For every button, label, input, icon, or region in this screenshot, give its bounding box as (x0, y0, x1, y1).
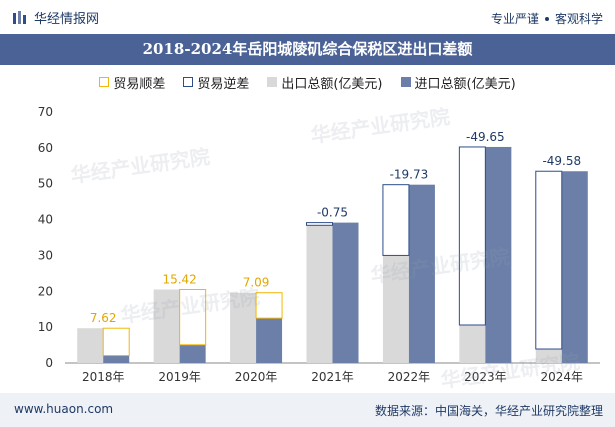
y-tick-label: 10 (38, 320, 53, 334)
bar-import (485, 146, 512, 363)
bar-balance-surplus (255, 292, 283, 319)
x-tick-label: 2018年 (82, 370, 125, 384)
legend-swatch-deficit (183, 77, 194, 87)
bar-balance-deficit (382, 184, 410, 256)
legend-label-import: 进口总额(亿美元) (414, 76, 516, 92)
top-bar: 华经情报网 专业严谨 客观科学 (0, 0, 615, 34)
bar-chart: 0 10 20 30 40 50 60 70 7.62 2018年 15.42 2019年 7.09 20… (38, 105, 600, 384)
legend-swatch-export (267, 77, 278, 87)
balance-label: -49.58 (542, 154, 581, 168)
slogan-left: 专业严谨 (490, 12, 539, 26)
legend-item-surplus: 贸易顺差 (99, 72, 165, 92)
brand-name: 华经情报网 (34, 12, 100, 27)
legend-label-surplus: 贸易顺差 (113, 76, 166, 92)
balance-label: -49.65 (466, 130, 505, 144)
bar-import (408, 184, 435, 363)
x-tick-label: 2024年 (541, 370, 584, 384)
balance-label: 7.09 (243, 276, 270, 290)
y-tick-label: 30 (38, 248, 53, 262)
balance-label: -19.73 (390, 168, 429, 182)
y-tick-label: 0 (45, 356, 53, 370)
slogan: 专业严谨 客观科学 (491, 10, 603, 27)
x-tick-label: 2023年 (464, 370, 507, 384)
balance-label: -0.75 (317, 206, 348, 220)
y-tick-label: 40 (38, 213, 53, 227)
bar-export (77, 328, 104, 363)
footer-source: 数据来源：中国海关，华经产业研究院整理 (374, 404, 603, 418)
brand: 华经情报网 (12, 8, 99, 27)
chart-legend: 贸易顺差 贸易逆差 出口总额(亿美元) 进口总额(亿美元) (0, 72, 615, 92)
slogan-right: 客观科学 (554, 12, 603, 26)
chart-title: 2018-2024年岳阳城陵矶综合保税区进出口差额 (0, 34, 615, 65)
legend-swatch-surplus (99, 77, 110, 87)
legend-label-deficit: 贸易逆差 (197, 76, 250, 92)
x-tick-label: 2022年 (388, 370, 431, 384)
bar-balance-surplus (179, 288, 207, 346)
footer: www.huaon.com 数据来源：中国海关，华经产业研究院整理 (0, 393, 615, 427)
bar-export (153, 289, 180, 363)
bar-export (306, 225, 333, 363)
balance-label: 7.62 (90, 311, 117, 325)
legend-item-import: 进口总额(亿美元) (400, 72, 516, 92)
bar-import (332, 222, 359, 363)
x-tick-label: 2021年 (311, 370, 354, 384)
y-tick-label: 60 (38, 141, 53, 155)
y-tick-label: 20 (38, 284, 53, 298)
bar-balance-deficit (458, 146, 486, 326)
bar-export (535, 349, 562, 363)
legend-label-export: 出口总额(亿美元) (281, 76, 383, 92)
legend-item-export: 出口总额(亿美元) (267, 72, 383, 92)
bar-export (382, 255, 409, 363)
y-tick-label: 70 (38, 105, 53, 119)
brand-logo-icon (13, 10, 26, 24)
bar-export (459, 324, 486, 363)
x-tick-label: 2019年 (158, 370, 201, 384)
bar-import (256, 318, 283, 363)
slogan-dot-icon (544, 16, 549, 21)
balance-label: 15.42 (162, 272, 196, 286)
bar-import (561, 171, 588, 363)
legend-swatch-import (400, 77, 411, 87)
bar-export (230, 292, 257, 363)
footer-website: www.huaon.com (14, 402, 114, 416)
bar-import (179, 344, 206, 363)
legend-item-deficit: 贸易逆差 (183, 72, 249, 92)
bar-balance-surplus (102, 327, 130, 357)
bar-balance-deficit (306, 222, 333, 226)
bar-balance-deficit (535, 170, 563, 350)
y-tick-label: 50 (38, 177, 53, 191)
x-tick-label: 2020年 (235, 370, 278, 384)
bar-import (103, 355, 130, 363)
